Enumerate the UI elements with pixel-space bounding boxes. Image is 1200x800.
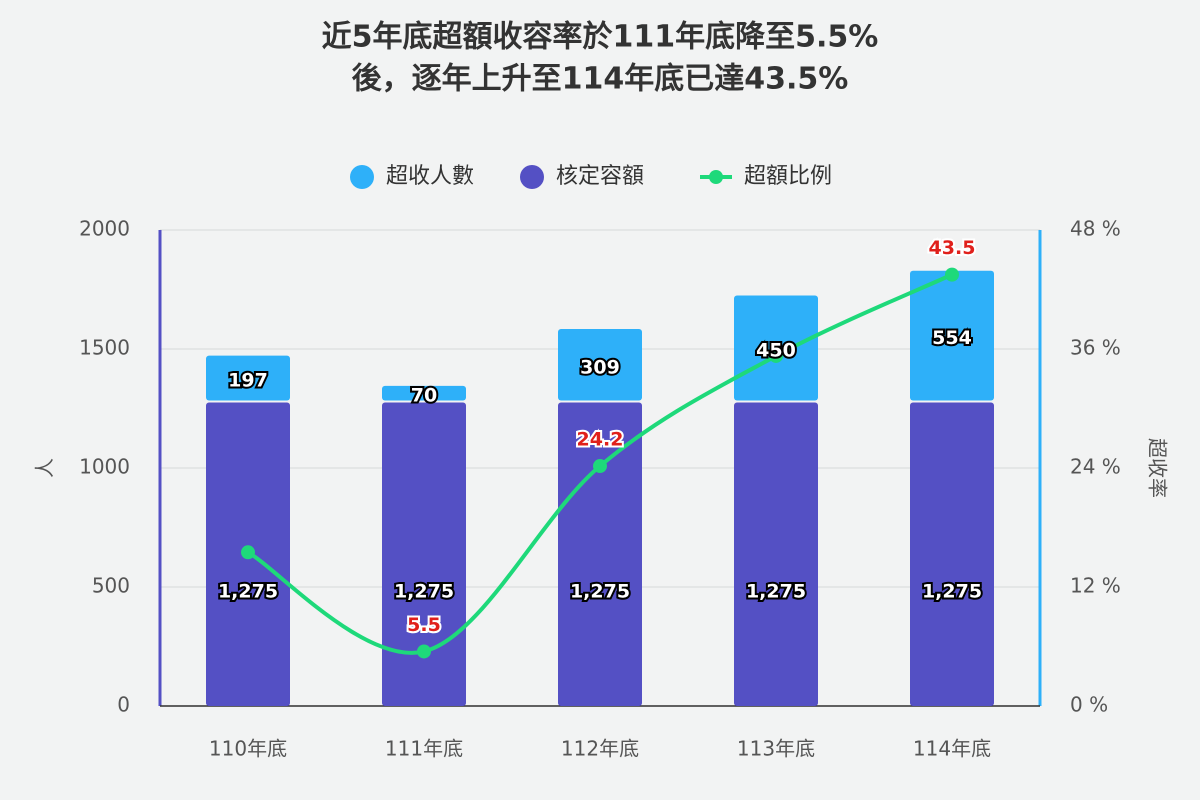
bar: [734, 295, 818, 401]
chart-title: 近5年底超額收容率於111年底降至5.5%: [322, 20, 879, 55]
line: [246, 272, 953, 655]
chart-title: 後，逐年上升至114年底已達43.5%: [352, 62, 849, 97]
y2-tick-label: 48 %: [1070, 217, 1121, 241]
line-marker: [945, 267, 959, 282]
data-label: 5.5: [407, 614, 441, 636]
y2-tick-label: 36 %: [1070, 336, 1121, 360]
data-label: 1,275: [394, 581, 454, 603]
y2-tick-label: 12 %: [1070, 574, 1121, 598]
x-tick-label: 114年底: [913, 737, 991, 761]
bar: [382, 385, 466, 401]
data-label: 1,275: [746, 581, 806, 603]
x-tick-label: 111年底: [385, 737, 463, 761]
legend-marker: [350, 165, 374, 189]
legend-marker: [709, 170, 723, 184]
x-tick-label: 113年底: [737, 737, 815, 761]
data-label: 554: [932, 327, 972, 349]
y2-tick-label: 24 %: [1070, 455, 1121, 479]
data-label: 1,275: [218, 581, 278, 603]
bar: [734, 402, 818, 706]
y-tick-label: 500: [92, 574, 130, 598]
y-tick-label: 2000: [79, 217, 130, 241]
x-tick-label: 110年底: [209, 737, 287, 761]
line-marker: [593, 459, 607, 474]
legend-marker: [520, 165, 544, 189]
bar: [382, 402, 466, 706]
y2-tick-label: 0 %: [1070, 693, 1108, 717]
bar: [206, 355, 290, 401]
bar: [558, 329, 642, 401]
data-label: 70: [411, 385, 437, 407]
y-tick-label: 0: [117, 693, 130, 717]
y-axis-title: 人: [33, 458, 57, 478]
y-tick-label: 1000: [79, 455, 130, 479]
y-tick-label: 1500: [79, 336, 130, 360]
line-marker: [241, 545, 255, 560]
bar: [558, 402, 642, 706]
data-label: 1,275: [570, 581, 630, 603]
legend-label: 核定容額: [556, 164, 644, 189]
line-marker: [417, 644, 431, 659]
data-label: 309: [580, 356, 620, 378]
line-marker: [769, 348, 783, 363]
bar: [910, 270, 994, 401]
bar: [910, 402, 994, 706]
legend-label: 超收人數: [386, 164, 474, 189]
x-tick-label: 112年底: [561, 737, 639, 761]
data-label: 24.2: [577, 429, 624, 451]
data-label: 1,275: [922, 581, 982, 603]
data-label: 197: [228, 370, 268, 392]
y2-axis-title: 超收率: [1146, 438, 1170, 498]
data-label: 450: [756, 340, 796, 362]
legend-label: 超額比例: [744, 164, 832, 189]
data-label: 43.5: [929, 237, 976, 259]
